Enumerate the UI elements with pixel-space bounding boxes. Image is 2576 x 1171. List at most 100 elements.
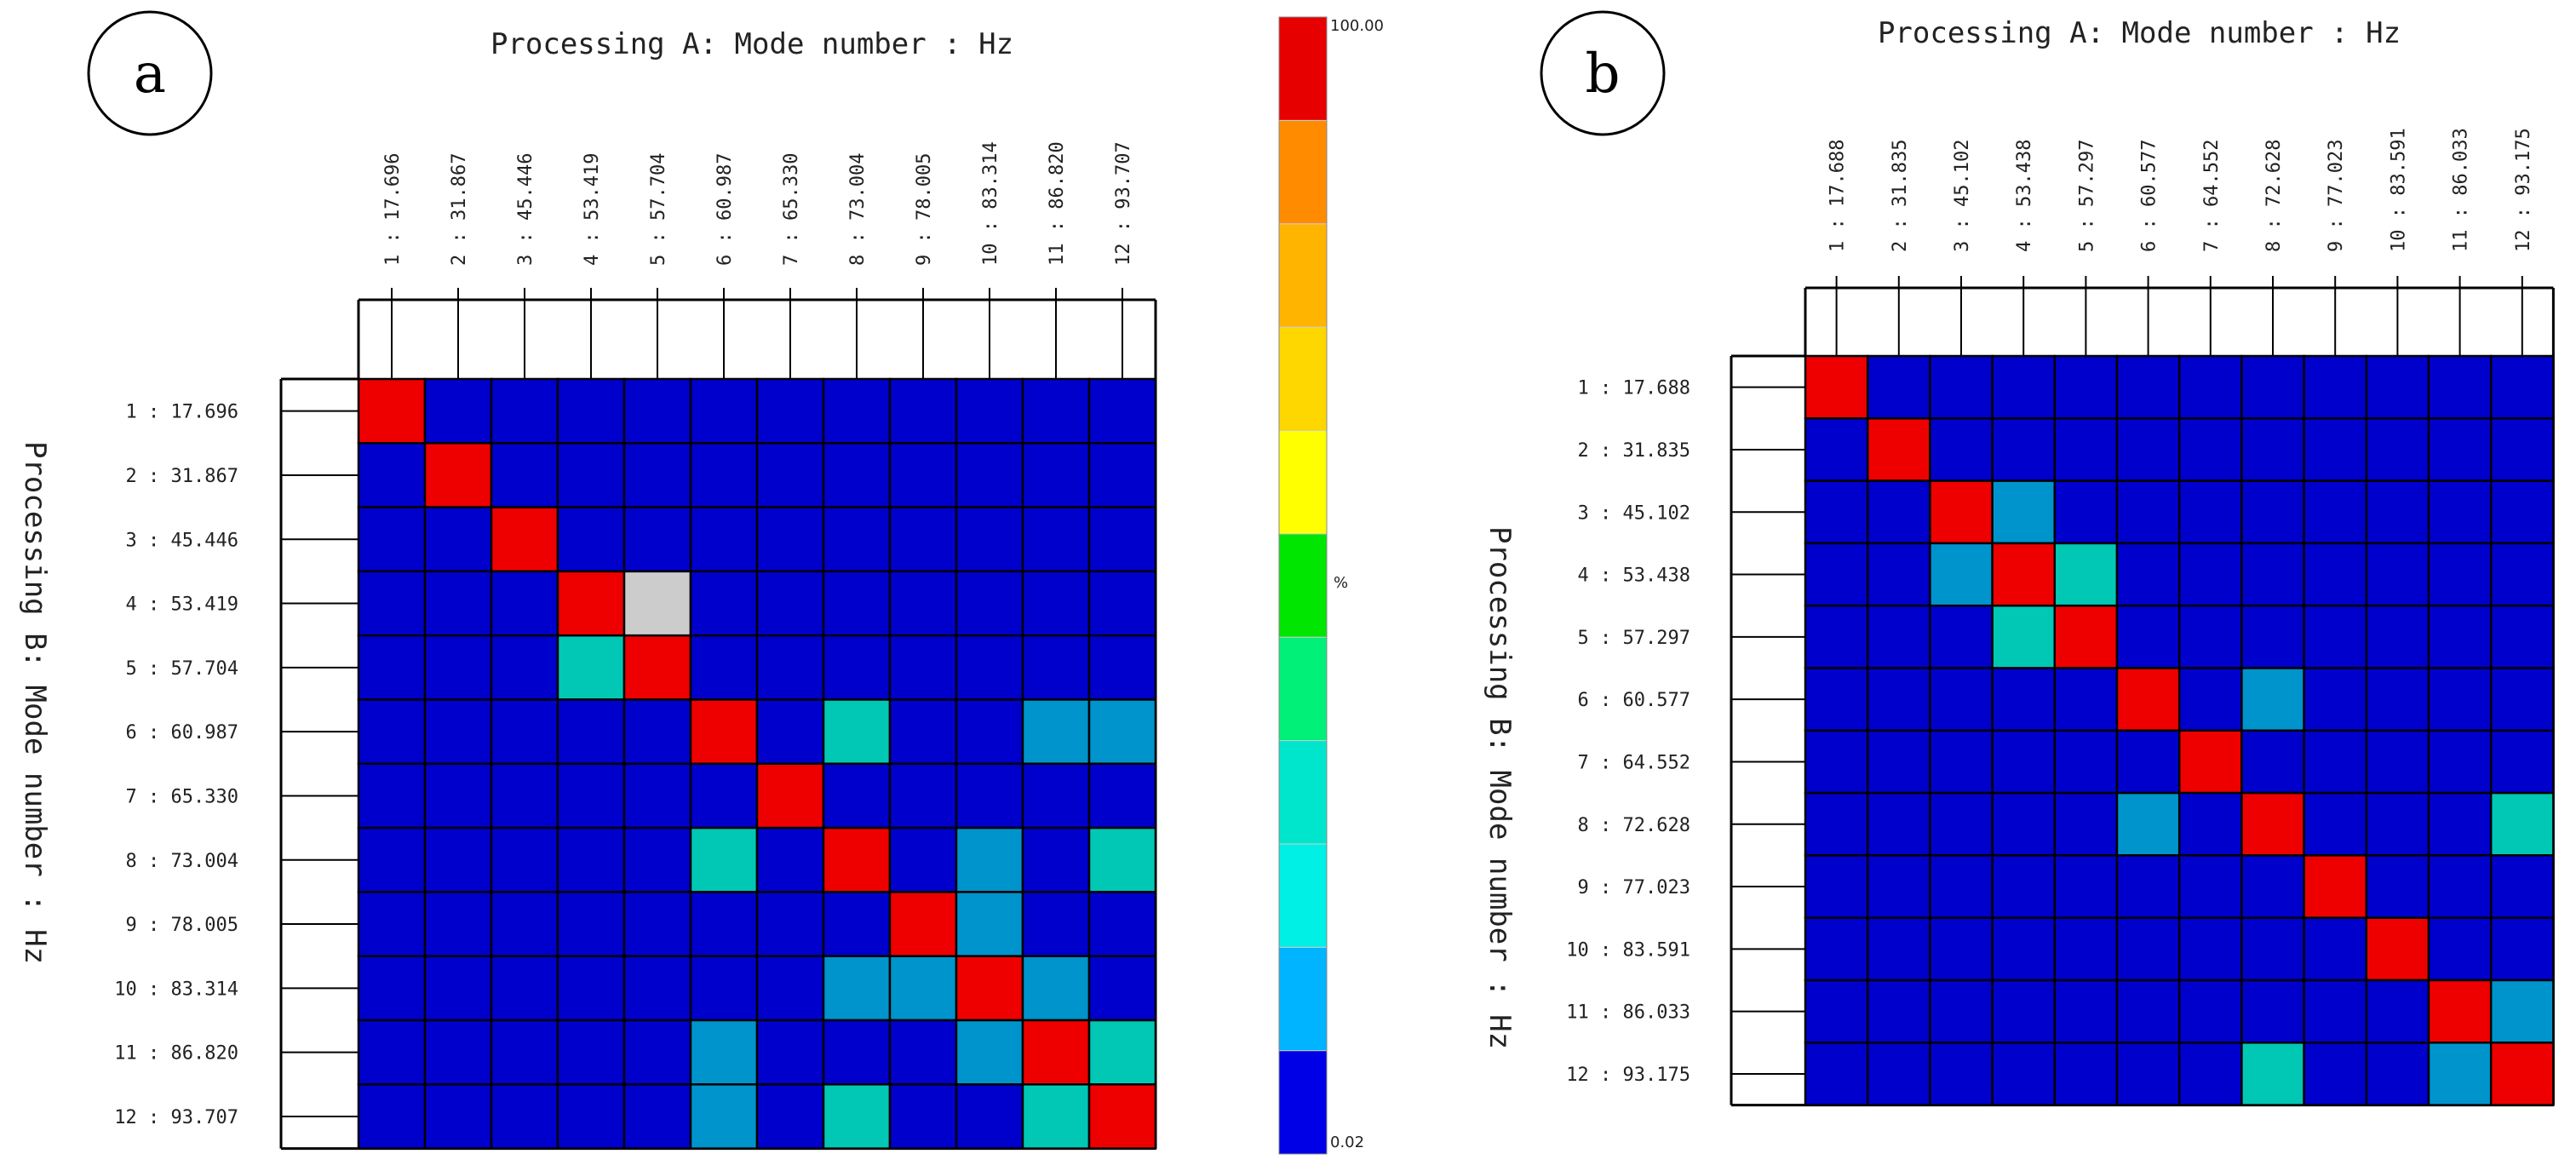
- column-label: 2 : 31.867: [449, 153, 470, 266]
- row-labels-a: 1 : 17.696 2 : 31.867 3 : 45.446 4 : 53.419…: [114, 402, 238, 1128]
- mac-matrix-panel-a: a Processing A: Mode number : Hz Process…: [18, 10, 1157, 1151]
- row-label: 4 : 53.438: [1578, 565, 1690, 587]
- heatmap-cell: [1991, 729, 2057, 795]
- heatmap-cell: [2053, 979, 2119, 1044]
- heatmap-cell: [490, 570, 559, 637]
- heatmap-cell: [357, 442, 427, 508]
- heatmap-cell: [1929, 354, 1994, 420]
- heatmap-cell: [888, 1083, 958, 1150]
- heatmap-cell: [490, 506, 559, 573]
- heatmap-cell: [689, 634, 759, 701]
- heatmap-cell: [755, 1019, 825, 1086]
- heatmap-cell: [2240, 354, 2305, 420]
- heatmap-cell: [955, 955, 1024, 1022]
- heatmap-cell: [1929, 729, 1994, 795]
- column-label: 7 : 64.552: [2201, 140, 2223, 252]
- heatmap-cell: [2240, 979, 2305, 1044]
- heatmap-cell: [2177, 854, 2243, 919]
- heatmap-cell: [1866, 604, 1931, 669]
- heatmap-cell: [2303, 916, 2368, 982]
- heatmap-cell: [689, 762, 759, 829]
- heatmap-cell: [2489, 791, 2555, 857]
- heatmap-cell: [1929, 791, 1994, 857]
- heatmap-cell: [2177, 979, 2243, 1044]
- heatmap-cell: [1929, 979, 1994, 1044]
- heatmap-cell: [1021, 506, 1091, 573]
- row-label: 7 : 65.330: [126, 786, 238, 807]
- heatmap-cell: [2489, 916, 2555, 982]
- colorbar-max-label: 100.00: [1330, 17, 1384, 35]
- heatmap-cell: [2115, 791, 2181, 857]
- heatmap-cell: [2427, 979, 2493, 1044]
- heatmap-cell: [689, 377, 759, 445]
- heatmap-cell: [2365, 916, 2430, 982]
- heatmap-cell: [955, 1083, 1024, 1150]
- colorbar-band: [1278, 533, 1328, 638]
- heatmap-cell: [1991, 916, 2057, 982]
- heatmap-cell: [822, 1019, 892, 1086]
- heatmap-cell: [1929, 916, 1994, 982]
- heatmap-cell: [1804, 417, 1869, 482]
- heatmap-cell: [955, 891, 1024, 957]
- colorbar-band: [1278, 16, 1328, 121]
- heatmap-cell: [2240, 791, 2305, 857]
- heatmap-cell: [2115, 729, 2181, 795]
- heatmap-cell: [1021, 377, 1091, 445]
- colorbar-band: [1278, 429, 1328, 535]
- heatmap-cell: [1087, 1083, 1157, 1150]
- x-axis-title-a: Processing A: Mode number : Hz: [491, 27, 1013, 61]
- heatmap-cell: [1087, 826, 1157, 893]
- heatmap-cell: [423, 762, 493, 829]
- row-label: 3 : 45.102: [1578, 502, 1690, 524]
- heatmap-cell: [1021, 570, 1091, 637]
- heatmap-cell: [2365, 417, 2430, 482]
- heatmap-cell: [556, 762, 626, 829]
- cell-grid-b: [1804, 354, 2555, 1106]
- heatmap-cell: [2240, 542, 2305, 607]
- heatmap-cell: [689, 955, 759, 1022]
- heatmap-cell: [622, 442, 692, 508]
- heatmap-cell: [2053, 542, 2119, 607]
- heatmap-cell: [622, 570, 692, 637]
- heatmap-cell: [2177, 667, 2243, 732]
- heatmap-cell: [689, 506, 759, 573]
- heatmap-cell: [2365, 1042, 2430, 1106]
- heatmap-cell: [689, 891, 759, 957]
- heatmap-cell: [822, 955, 892, 1022]
- column-labels-a: 1 : 17.696 2 : 31.867 3 : 45.446 4 : 53.419…: [382, 141, 1134, 266]
- heatmap-cell: [357, 698, 427, 766]
- heatmap-cell: [622, 1019, 692, 1086]
- colorbar-band: [1278, 223, 1328, 328]
- heatmap-cell: [2115, 479, 2181, 545]
- heatmap-cell: [755, 826, 825, 893]
- heatmap-cell: [955, 762, 1024, 829]
- heatmap-cell: [622, 377, 692, 445]
- heatmap-cell: [556, 698, 626, 766]
- heatmap-cell: [2427, 417, 2493, 482]
- heatmap-cell: [822, 377, 892, 445]
- heatmap-cell: [423, 1019, 493, 1086]
- column-label: 1 : 17.688: [1827, 140, 1849, 252]
- heatmap-cell: [2489, 979, 2555, 1044]
- heatmap-cell: [1991, 791, 2057, 857]
- heatmap-cell: [888, 698, 958, 766]
- heatmap-cell: [1929, 479, 1994, 545]
- heatmap-cell: [822, 506, 892, 573]
- heatmap-cell: [1804, 791, 1869, 857]
- heatmap-cell: [2177, 604, 2243, 669]
- heatmap-cell: [2053, 854, 2119, 919]
- heatmap-cell: [2489, 417, 2555, 482]
- heatmap-cell: [2053, 479, 2119, 545]
- heatmap-cell: [490, 377, 559, 445]
- colorbar-band: [1278, 326, 1328, 431]
- row-label: 12 : 93.175: [1566, 1065, 1690, 1086]
- heatmap-cell: [423, 634, 493, 701]
- heatmap-cell: [2177, 729, 2243, 795]
- heatmap-cell: [888, 762, 958, 829]
- heatmap-cell: [1804, 916, 1869, 982]
- column-label: 11 : 86.033: [2451, 128, 2472, 252]
- heatmap-cell: [423, 1083, 493, 1150]
- heatmap-cell: [888, 1019, 958, 1086]
- heatmap-cell: [955, 442, 1024, 508]
- heatmap-cell: [2115, 667, 2181, 732]
